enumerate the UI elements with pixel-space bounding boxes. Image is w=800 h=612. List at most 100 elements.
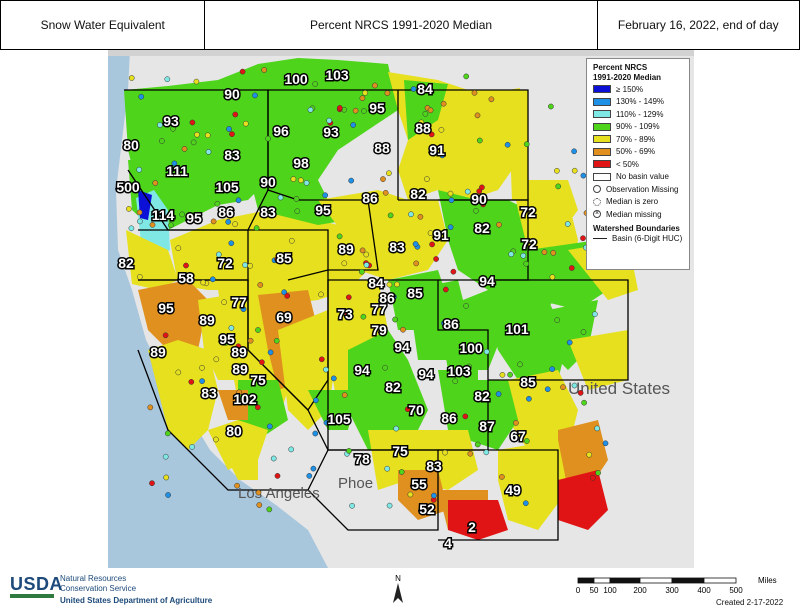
station-marker	[386, 502, 393, 509]
station-marker	[447, 190, 454, 197]
station-marker	[138, 93, 145, 100]
station-marker	[177, 277, 184, 284]
legend-symbol-obs-missing: Observation Missing	[593, 183, 683, 196]
scale-segment	[609, 577, 641, 584]
basin-value-label: 103	[447, 363, 471, 379]
station-marker	[175, 245, 182, 252]
station-marker	[157, 122, 163, 128]
station-marker	[261, 67, 268, 73]
usda-logo: USDA	[10, 574, 64, 594]
x-circle-icon: ×	[593, 210, 601, 219]
basin-value-label: 86	[441, 410, 457, 426]
station-marker	[257, 282, 264, 288]
station-marker	[362, 90, 368, 96]
station-marker	[253, 225, 260, 231]
station-marker	[504, 141, 511, 148]
basin-value-label: 95	[219, 331, 235, 347]
basin-region-blue-mountains	[248, 160, 348, 225]
station-marker	[188, 379, 195, 385]
station-marker	[344, 310, 350, 317]
station-marker	[266, 423, 273, 430]
basin-value-label: 105	[215, 179, 239, 195]
station-marker	[410, 86, 417, 92]
legend-class-label: 50% - 69%	[616, 147, 656, 157]
station-marker	[523, 141, 530, 148]
station-marker	[242, 262, 248, 268]
scale-tick-label: 300	[665, 586, 679, 595]
station-marker	[463, 303, 469, 309]
station-marker	[288, 237, 295, 244]
basin-region-virgin	[308, 390, 358, 430]
basin-region-rio-grande	[498, 440, 568, 530]
station-marker	[580, 329, 587, 335]
station-marker	[168, 222, 174, 229]
station-marker	[479, 184, 485, 191]
station-marker	[424, 176, 430, 182]
pacific-ocean	[108, 50, 328, 568]
scale-segment	[593, 577, 611, 584]
station-marker	[190, 139, 197, 146]
station-marker	[392, 316, 398, 323]
station-marker	[240, 306, 247, 313]
basin-value-label: 91	[433, 227, 449, 243]
basin-value-label: 82	[385, 379, 401, 395]
basin-value-label: 82	[118, 255, 134, 271]
station-marker	[189, 444, 195, 450]
station-marker	[488, 96, 495, 103]
station-marker	[293, 196, 300, 202]
station-marker	[200, 279, 207, 286]
station-marker	[313, 397, 319, 404]
basin-value-label: 80	[123, 137, 139, 153]
station-marker	[259, 359, 265, 366]
station-marker	[326, 117, 333, 124]
basin-value-label: 98	[293, 155, 309, 171]
station-marker	[288, 446, 295, 453]
legend-title-line1: Percent NRCS	[593, 63, 648, 72]
station-marker	[215, 251, 222, 258]
station-marker	[408, 211, 414, 218]
station-marker	[204, 132, 211, 139]
basin-value-label: 52	[419, 501, 435, 517]
basin-value-label: 55	[411, 476, 427, 492]
station-marker	[232, 111, 239, 118]
station-marker	[323, 366, 329, 373]
station-marker	[555, 183, 562, 190]
station-marker	[577, 390, 584, 396]
station-marker	[336, 105, 343, 111]
basin-value-label: 80	[226, 423, 242, 439]
basin-value-label: 88	[374, 140, 390, 156]
legend-class-1: 130% - 149%	[593, 96, 683, 109]
station-marker	[384, 90, 391, 96]
station-marker	[205, 149, 212, 155]
station-marker	[554, 167, 560, 174]
basin-value-label: 86	[379, 290, 395, 306]
station-marker	[442, 286, 449, 293]
legend-title-line2: 1991-2020 Median	[593, 73, 662, 82]
basin-region-arkansas	[568, 330, 628, 390]
legend-class-2: 110% - 129%	[593, 108, 683, 121]
station-marker	[274, 256, 280, 263]
station-marker	[422, 110, 429, 117]
station-marker	[255, 327, 261, 333]
basin-region-snake	[318, 190, 448, 280]
basin-value-label: 91	[429, 142, 445, 158]
station-marker	[149, 480, 155, 487]
station-marker	[427, 230, 434, 236]
basin-value-label: 102	[233, 391, 257, 407]
scale-bar-graphic: 0 50 100 200 300 400 500 Miles	[576, 576, 777, 595]
basin-value-label: 49	[505, 482, 521, 498]
station-marker	[522, 500, 529, 507]
station-marker	[382, 189, 389, 196]
line-icon	[593, 238, 607, 240]
station-marker	[360, 313, 367, 320]
station-marker	[256, 502, 263, 508]
station-marker	[147, 404, 154, 411]
station-marker	[193, 78, 200, 85]
basin-value-label: 86	[443, 316, 459, 332]
station-marker	[228, 240, 235, 247]
header-variable: Snow Water Equivalent	[1, 1, 206, 49]
station-marker	[242, 120, 249, 127]
basin-region-northwest	[124, 58, 398, 235]
basin-value-label: 69	[276, 309, 292, 325]
legend-swatch	[593, 147, 611, 156]
